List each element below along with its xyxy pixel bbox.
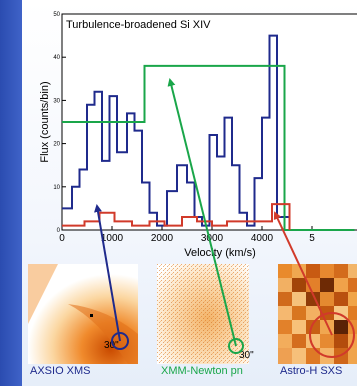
xmm-scale-label: 30" — [239, 350, 254, 361]
axsio-scale-label: 30" — [104, 340, 119, 351]
x-tick-label: 2000 — [151, 233, 174, 244]
caption-axsio: AXSIO XMS — [30, 365, 91, 377]
x-tick-label: 0 — [59, 233, 65, 244]
astroh-image — [278, 264, 357, 364]
slide-left-band — [0, 0, 22, 386]
xmm-image — [157, 264, 249, 364]
y-axis-title: Flux (counts/bin) — [39, 81, 51, 162]
panel-xmm-image — [157, 264, 249, 364]
y-tick-label: 40 — [53, 55, 60, 61]
x-tick-label: 4000 — [251, 233, 274, 244]
x-tick-label: 5 — [309, 233, 315, 244]
y-tick-label: 10 — [53, 185, 60, 191]
y-tick-label: 30 — [53, 98, 60, 104]
y-tick-label: 20 — [53, 142, 60, 148]
panel-axsio-image — [28, 264, 138, 364]
panel-astroh-image — [278, 264, 357, 364]
caption-astroh: Astro-H SXS — [280, 365, 343, 377]
x-tick-label: 1000 — [101, 233, 124, 244]
chart-title: Turbulence-broadened Si XIV — [66, 19, 211, 31]
y-tick-label: 50 — [53, 12, 60, 18]
x-tick-label: 3000 — [201, 233, 224, 244]
axsio-image — [28, 264, 138, 364]
x-axis-title: Velocity (km/s) — [184, 247, 256, 259]
y-tick-label: 0 — [57, 228, 61, 234]
caption-xmm: XMM-Newton pn — [161, 365, 243, 377]
